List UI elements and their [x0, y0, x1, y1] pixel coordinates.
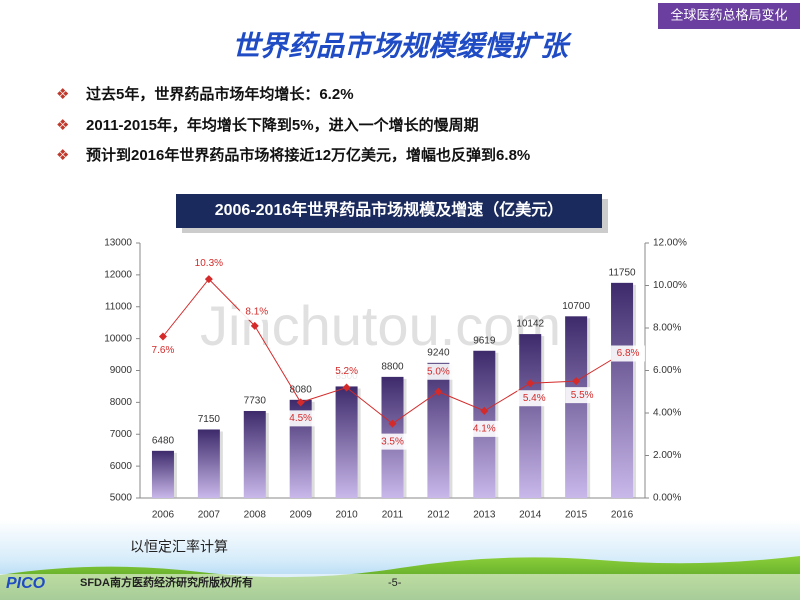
bullet: 过去5年，世界药品市场年均增长：6.2% [86, 85, 354, 103]
title: 世界药品市场规模缓慢扩张 [232, 30, 572, 61]
y-tick-label: 8000 [110, 397, 133, 408]
growth-label: 8.1% [245, 307, 268, 318]
bullet-icon: ❖ [56, 147, 69, 164]
bar [243, 410, 266, 498]
growth-marker [342, 383, 351, 392]
bar [565, 316, 588, 498]
bar [519, 334, 542, 498]
bar-value-label: 7150 [198, 414, 221, 425]
bar [335, 386, 358, 498]
growth-label-bg [239, 303, 274, 320]
growth-marker [434, 387, 443, 396]
bar-value-label: 10142 [516, 319, 544, 330]
growth-label: 4.5% [289, 413, 312, 424]
growth-label-bg [145, 342, 180, 359]
growth-marker [388, 419, 397, 428]
x-tick-label: 2011 [382, 510, 404, 521]
x-tick-label: 2016 [611, 510, 634, 521]
footer-band [0, 574, 800, 600]
growth-label-bg [375, 433, 410, 450]
bar-value-label: 11750 [609, 267, 637, 278]
y2-tick-label: 8.00% [653, 323, 681, 334]
bar [427, 362, 450, 498]
growth-label: 4.1% [473, 424, 496, 435]
note: 以恒定汇率计算 [130, 539, 228, 555]
growth-label-bg [329, 363, 364, 380]
y2-tick-label: 10.00% [653, 280, 687, 291]
growth-label-bg [283, 410, 318, 427]
x-tick-label: 2015 [565, 510, 588, 521]
bar-value-label: 8080 [290, 384, 313, 395]
page-number: -5- [388, 577, 402, 589]
x-tick-label: 2014 [519, 510, 542, 521]
growth-marker [296, 398, 305, 407]
growth-label: 5.0% [427, 366, 450, 377]
y2-tick-label: 6.00% [653, 365, 681, 376]
growth-marker [480, 406, 489, 415]
growth-marker [204, 275, 213, 284]
growth-label-bg [421, 363, 456, 380]
y2-tick-label: 12.00% [653, 238, 687, 249]
growth-label: 7.6% [152, 345, 175, 356]
y2-tick-label: 0.00% [653, 493, 681, 504]
chart-title: 2006-2016年世界药品市场规模及增速（亿美元） [215, 200, 564, 219]
chart-title-box [176, 194, 602, 228]
y2-tick-label: 4.00% [653, 408, 681, 419]
x-tick-label: 2013 [473, 510, 496, 521]
growth-label: 3.5% [381, 436, 404, 447]
growth-label-bg [467, 420, 502, 437]
y2-tick-label: 2.00% [653, 450, 681, 461]
growth-marker [250, 321, 259, 330]
growth-label: 6.8% [617, 348, 640, 359]
bar [197, 429, 220, 498]
growth-label: 10.3% [195, 258, 223, 269]
growth-label: 5.4% [523, 393, 546, 404]
y-tick-label: 5000 [110, 493, 133, 504]
bar-value-label: 6480 [152, 435, 175, 446]
bullet: 预计到2016年世界药品市场将接近12万亿美元，增幅也反弹到6.8% [86, 146, 530, 164]
bar-value-label: 9240 [427, 347, 450, 358]
tag: 全球医药总格局变化 [670, 7, 787, 22]
y-tick-label: 7000 [110, 429, 133, 440]
y-tick-label: 6000 [110, 461, 133, 472]
growth-marker [158, 332, 167, 341]
bar-value-label: 7730 [244, 396, 267, 407]
y-tick-label: 9000 [110, 365, 133, 376]
growth-label-bg [191, 255, 226, 272]
y-tick-label: 13000 [104, 238, 132, 249]
growth-marker [572, 377, 581, 386]
growth-label-bg [611, 345, 646, 362]
logo: PICO [6, 575, 46, 592]
bar-value-label: 9619 [473, 335, 496, 346]
bullet-icon: ❖ [56, 117, 69, 134]
growth-label-bg [565, 387, 600, 404]
x-tick-label: 2012 [427, 510, 450, 521]
bar [611, 282, 634, 498]
x-tick-label: 2008 [244, 510, 267, 521]
y-tick-label: 10000 [104, 333, 132, 344]
bar-value-label: 10700 [562, 301, 590, 312]
bar-value-label: 8800 [381, 362, 404, 373]
x-tick-label: 2006 [152, 510, 175, 521]
growth-marker [526, 379, 535, 388]
y-tick-label: 12000 [104, 270, 132, 281]
bar [151, 450, 174, 498]
x-tick-label: 2007 [198, 510, 221, 521]
growth-label: 5.5% [571, 390, 594, 401]
x-tick-label: 2010 [335, 510, 358, 521]
growth-label: 5.2% [335, 366, 358, 377]
y-tick-label: 11000 [105, 301, 133, 312]
growth-label-bg [517, 390, 552, 407]
bullet-icon: ❖ [56, 86, 69, 103]
tag-box [658, 3, 800, 29]
bullet: 2011-2015年，年均增长下降到5%，进入一个增长的慢周期 [86, 116, 479, 134]
copyright: SFDA南方医药经济研究所版权所有 [80, 575, 253, 589]
x-tick-label: 2009 [290, 510, 313, 521]
